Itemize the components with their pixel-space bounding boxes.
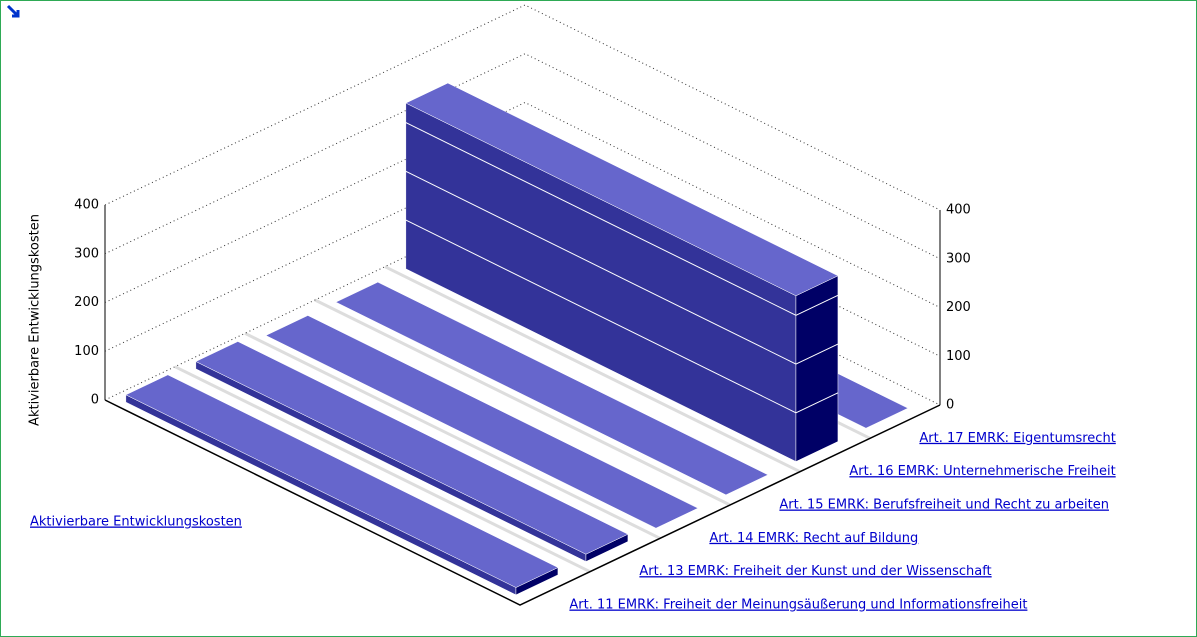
x-tick-label[interactable]: Art. 11 EMRK: Freiheit der Meinungsäußer… — [569, 598, 1027, 613]
x-tick-label[interactable]: Art. 16 EMRK: Unternehmerische Freiheit — [849, 464, 1115, 479]
bar-grid — [405, 122, 839, 316]
y-tick-label: 200 — [74, 295, 99, 310]
bar-top — [405, 82, 839, 297]
x-tick-label[interactable]: Art. 13 EMRK: Freiheit der Kunst und der… — [639, 564, 991, 579]
bar — [265, 315, 699, 529]
y-tick-label: 400 — [946, 203, 971, 218]
floor-edge — [104, 399, 941, 606]
floor-lane — [384, 265, 801, 474]
bar — [125, 374, 559, 596]
bar-end — [795, 275, 839, 462]
y-axis-title: Aktivierbare Entwicklungskosten — [28, 214, 43, 426]
bar-top — [265, 315, 699, 529]
bar-top — [195, 341, 629, 555]
floor-lane — [244, 331, 661, 540]
y-tick-label: 300 — [74, 246, 99, 261]
floor-lane — [314, 298, 731, 507]
legend-entry[interactable]: Aktivierbare Entwicklungskosten — [30, 515, 242, 530]
y-tick-label: 300 — [946, 251, 971, 266]
bar-grid — [405, 219, 839, 414]
y-tick-label: 0 — [946, 398, 954, 413]
x-tick-label[interactable]: Art. 15 EMRK: Berufsfreiheit und Recht z… — [779, 498, 1109, 513]
bar — [195, 341, 629, 562]
corner-icon — [6, 4, 20, 18]
x-tick-label[interactable]: Art. 17 EMRK: Eigentumsrecht — [919, 431, 1115, 446]
bar — [335, 281, 769, 496]
bar-top — [335, 281, 769, 496]
x-tick-label[interactable]: Art. 14 EMRK: Recht auf Bildung — [709, 531, 918, 546]
y-tick-label: 0 — [91, 393, 99, 408]
bar-top — [125, 374, 559, 588]
bar — [405, 82, 839, 462]
y-tick-label: 200 — [946, 300, 971, 315]
y-tick-label: 100 — [74, 344, 99, 359]
floor-lane — [174, 365, 591, 574]
y-tick-label: 400 — [74, 198, 99, 213]
y-tick-label: 100 — [946, 349, 971, 364]
bar-grid — [405, 170, 839, 365]
